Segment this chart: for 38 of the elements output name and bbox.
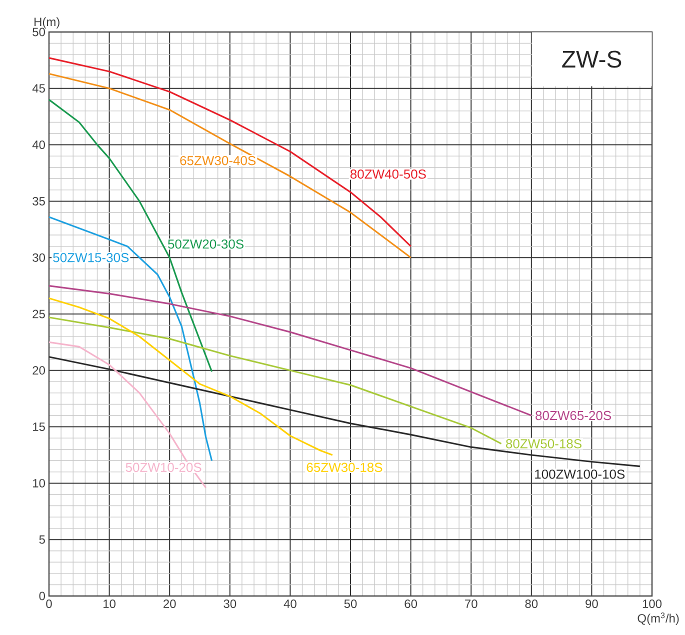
y-tick-label: 40 bbox=[32, 140, 46, 150]
x-tick-label: 100 bbox=[642, 600, 662, 608]
y-tick-label: 0 bbox=[39, 592, 46, 600]
series-label: 65ZW30-18S bbox=[306, 462, 382, 472]
series-label: 80ZW50-18S bbox=[506, 439, 582, 448]
y-tick-label: 25 bbox=[32, 310, 45, 318]
y-tick-label: 30 bbox=[32, 253, 46, 262]
text: ZW-S bbox=[562, 50, 622, 68]
x-tick-label: 20 bbox=[164, 600, 176, 608]
series-label: 80ZW40-50S bbox=[350, 170, 426, 179]
line-series bbox=[48, 297, 334, 456]
x-tick-label: 50 bbox=[344, 600, 357, 608]
y-tick-label: 45 bbox=[32, 84, 45, 93]
x-tick-label: 70 bbox=[465, 600, 478, 608]
x-tick-label: 60 bbox=[404, 600, 418, 608]
y-tick-label: 20 bbox=[32, 366, 46, 375]
series-label: 50ZW20-30S bbox=[168, 239, 244, 249]
x-tick-label: 90 bbox=[586, 600, 598, 608]
y-tick-label: 50 bbox=[32, 28, 46, 36]
y-tick-label: 15 bbox=[33, 422, 45, 431]
line-series bbox=[48, 316, 502, 445]
y-tick-label: 5 bbox=[39, 535, 45, 544]
line-series bbox=[48, 285, 532, 416]
series-label: 80ZW65-20S bbox=[536, 410, 612, 420]
x-axis-title: Q(m$^{3}$/h) bbox=[638, 612, 679, 625]
x-tick-label: 10 bbox=[104, 600, 116, 608]
x-tick-label: 30 bbox=[224, 600, 236, 608]
line-series bbox=[48, 341, 207, 489]
series-label: 100ZW100-10S bbox=[535, 470, 625, 479]
x-tick-label: 40 bbox=[284, 600, 296, 608]
series-label: 50ZW10-20S bbox=[126, 462, 202, 472]
x-tick-label: 80 bbox=[525, 600, 538, 608]
y-tick-label: 10 bbox=[33, 478, 46, 488]
y-axis-title: H(m) bbox=[34, 17, 60, 28]
y-tick-label: 35 bbox=[32, 196, 45, 206]
series-label: 50ZW15-30S bbox=[53, 252, 129, 262]
series-label: 65ZW30-40S bbox=[180, 156, 256, 166]
x-tick-label: 0 bbox=[46, 600, 52, 608]
